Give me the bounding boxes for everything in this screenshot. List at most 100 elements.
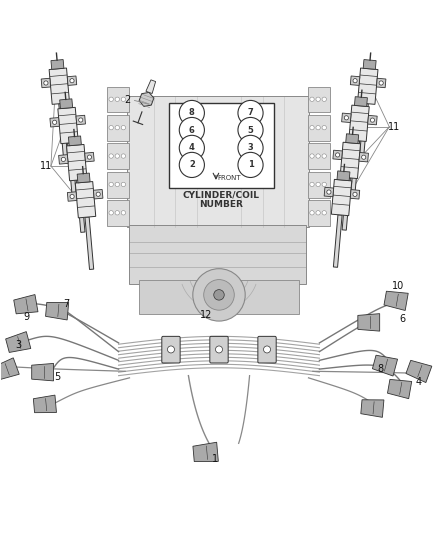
FancyBboxPatch shape [210, 336, 228, 363]
Text: 7: 7 [63, 298, 69, 309]
FancyBboxPatch shape [107, 143, 130, 169]
Polygon shape [368, 115, 377, 125]
Polygon shape [14, 295, 38, 314]
Polygon shape [357, 68, 378, 104]
Polygon shape [349, 105, 369, 141]
Circle shape [87, 155, 92, 159]
Circle shape [53, 120, 57, 124]
FancyBboxPatch shape [307, 200, 330, 226]
Circle shape [121, 154, 126, 158]
Circle shape [109, 182, 113, 187]
FancyBboxPatch shape [107, 87, 130, 112]
FancyBboxPatch shape [107, 172, 130, 198]
FancyBboxPatch shape [307, 143, 330, 169]
Polygon shape [340, 142, 360, 179]
Polygon shape [139, 92, 154, 107]
Polygon shape [68, 136, 81, 146]
Polygon shape [58, 107, 78, 144]
Text: 6: 6 [399, 314, 406, 324]
Circle shape [310, 97, 314, 101]
Circle shape [353, 78, 357, 83]
Circle shape [322, 211, 326, 215]
Polygon shape [324, 187, 334, 197]
Polygon shape [76, 180, 85, 232]
Text: 11: 11 [40, 161, 53, 171]
Circle shape [371, 118, 374, 122]
Text: 2: 2 [124, 95, 131, 104]
Text: 11: 11 [388, 122, 400, 132]
Polygon shape [337, 171, 350, 181]
Polygon shape [93, 190, 103, 199]
Polygon shape [67, 76, 77, 85]
Polygon shape [59, 155, 68, 164]
Circle shape [316, 182, 320, 187]
Polygon shape [77, 173, 90, 183]
Polygon shape [67, 144, 87, 181]
FancyBboxPatch shape [307, 172, 330, 198]
Polygon shape [75, 182, 96, 218]
Text: 2: 2 [189, 160, 195, 169]
Circle shape [44, 81, 48, 85]
Text: 12: 12 [200, 310, 212, 320]
Polygon shape [363, 60, 376, 69]
Polygon shape [33, 395, 57, 413]
Circle shape [264, 346, 271, 353]
Polygon shape [59, 103, 67, 156]
Circle shape [109, 154, 113, 158]
Circle shape [179, 135, 205, 160]
Polygon shape [85, 217, 94, 270]
Polygon shape [0, 358, 19, 380]
Polygon shape [361, 400, 384, 417]
Circle shape [322, 182, 326, 187]
Circle shape [322, 97, 326, 101]
Polygon shape [333, 215, 342, 268]
Polygon shape [6, 332, 31, 352]
Polygon shape [358, 313, 380, 331]
Circle shape [121, 97, 126, 101]
Circle shape [327, 190, 331, 194]
Polygon shape [388, 379, 412, 399]
Circle shape [179, 100, 205, 126]
FancyBboxPatch shape [307, 115, 330, 141]
FancyBboxPatch shape [162, 336, 180, 363]
Circle shape [121, 182, 126, 187]
Circle shape [316, 97, 320, 101]
Text: 4: 4 [416, 377, 422, 387]
Polygon shape [372, 355, 398, 376]
Circle shape [193, 269, 245, 321]
Circle shape [238, 152, 263, 177]
Circle shape [353, 192, 357, 197]
Circle shape [109, 125, 113, 130]
Circle shape [115, 211, 120, 215]
Text: 5: 5 [247, 125, 254, 134]
Text: 8: 8 [189, 109, 195, 117]
Polygon shape [41, 78, 51, 88]
Polygon shape [354, 96, 367, 107]
Polygon shape [51, 60, 64, 69]
FancyBboxPatch shape [307, 87, 330, 112]
Circle shape [316, 154, 320, 158]
Circle shape [336, 153, 340, 157]
Circle shape [115, 97, 120, 101]
Polygon shape [346, 134, 359, 143]
Polygon shape [376, 78, 386, 88]
FancyBboxPatch shape [127, 96, 308, 227]
Polygon shape [331, 180, 352, 216]
Polygon shape [49, 68, 70, 104]
Polygon shape [359, 152, 368, 162]
Circle shape [179, 152, 205, 177]
Text: 8: 8 [378, 364, 384, 374]
Circle shape [322, 125, 326, 130]
Polygon shape [67, 192, 77, 201]
Polygon shape [50, 118, 60, 127]
Circle shape [115, 182, 120, 187]
Circle shape [310, 211, 314, 215]
Circle shape [109, 97, 113, 101]
FancyBboxPatch shape [169, 103, 274, 188]
Circle shape [121, 211, 126, 215]
Text: 7: 7 [247, 109, 254, 117]
FancyBboxPatch shape [130, 225, 306, 284]
Polygon shape [60, 99, 73, 109]
Circle shape [70, 195, 74, 199]
Text: 3: 3 [15, 340, 21, 350]
